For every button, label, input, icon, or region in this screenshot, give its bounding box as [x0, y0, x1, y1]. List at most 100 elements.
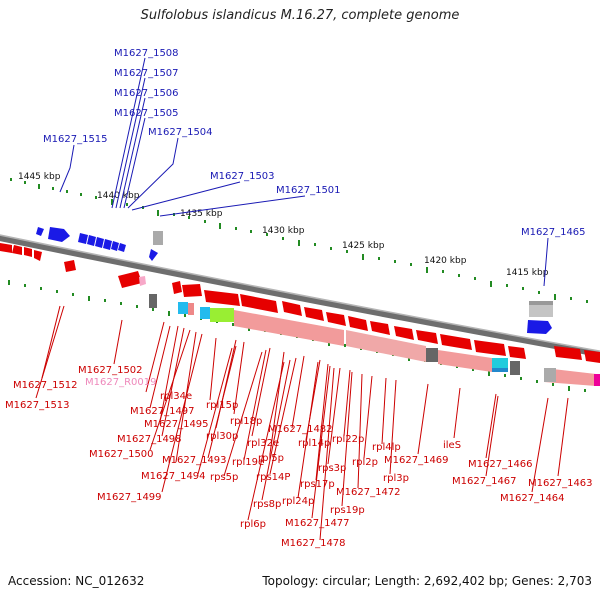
label-M1627_1465[interactable]: M1627_1465 — [521, 227, 586, 238]
label-rpl6p[interactable]: rpl6p — [240, 519, 266, 530]
label-rpl2p[interactable]: rpl2p — [352, 457, 378, 468]
gene-1513b[interactable] — [24, 247, 32, 257]
accession-label: Accession: NC_012632 — [8, 574, 145, 588]
label-rpl15p[interactable]: rpl15p — [206, 400, 238, 411]
reverse-strand-genes-left — [0, 243, 76, 272]
label-M1627_1495[interactable]: M1627_1495 — [144, 419, 209, 430]
label-M1627_1497[interactable]: M1627_1497 — [130, 406, 195, 417]
label-M1627_1467[interactable]: M1627_1467 — [452, 476, 517, 487]
gene-1497[interactable] — [182, 284, 202, 297]
gene-1502[interactable] — [118, 271, 142, 288]
gene-rpl2p[interactable] — [440, 334, 472, 350]
label-rps17p[interactable]: rps17p — [300, 479, 335, 490]
gene-1512c[interactable] — [64, 260, 76, 272]
label-rpl3p[interactable]: rpl3p — [383, 473, 409, 484]
label-M1627_1478[interactable]: M1627_1478 — [281, 538, 346, 549]
gene-1495[interactable] — [204, 290, 240, 306]
gene-1501[interactable] — [149, 249, 158, 261]
gene-rpl34e[interactable] — [172, 281, 182, 294]
label-M1627_1501[interactable]: M1627_1501 — [276, 185, 341, 196]
label-M1627_1494[interactable]: M1627_1494 — [141, 471, 206, 482]
feature-gray-1500 — [149, 294, 157, 308]
tick-label-1430: 1430 kbp — [262, 226, 305, 236]
label-M1627_1493[interactable]: M1627_1493 — [162, 455, 227, 466]
label-M1627_1506[interactable]: M1627_1506 — [114, 88, 179, 99]
gene-R0019[interactable] — [139, 276, 146, 286]
label-rpl5p[interactable]: rpl5p — [258, 453, 284, 464]
gene-rps17p[interactable] — [370, 321, 390, 335]
gene-1512[interactable] — [0, 243, 12, 253]
label-rpl14p[interactable]: rpl14p — [298, 438, 330, 449]
label-rpl18p[interactable]: rpl18p — [230, 416, 262, 427]
gene-1506[interactable] — [87, 235, 96, 246]
label-rps5p[interactable]: rps5p — [210, 472, 238, 483]
label-rpl4lp[interactable]: rpl4lp — [372, 442, 401, 453]
feature-magenta-far-right — [594, 374, 600, 386]
label-M1627_1482[interactable]: M1627_1482 — [268, 424, 333, 435]
gene-rps14P[interactable] — [326, 312, 346, 326]
label-M1627_1502[interactable]: M1627_1502 — [78, 365, 143, 376]
feature-salmon-1498 — [188, 303, 194, 315]
gene-rpl5p[interactable] — [304, 307, 324, 321]
label-rpl19e[interactable]: rpl19e — [232, 457, 264, 468]
gene-1501-gray — [153, 231, 163, 245]
label-M1627_1512[interactable]: M1627_1512 — [13, 380, 78, 391]
gene-rps3p[interactable] — [394, 326, 414, 340]
gene-1469[interactable] — [508, 346, 526, 359]
feature-gray-right — [510, 361, 520, 375]
label-M1627_1507[interactable]: M1627_1507 — [114, 68, 179, 79]
gene-1493[interactable] — [240, 294, 278, 313]
gene-rpl14p[interactable] — [348, 316, 368, 331]
genome-backbone-highlight — [0, 234, 600, 352]
label-M1627_1469[interactable]: M1627_1469 — [384, 455, 449, 466]
label-M1627_1477[interactable]: M1627_1477 — [285, 518, 350, 529]
label-M1627_1472[interactable]: M1627_1472 — [336, 487, 401, 498]
label-M1627_1505[interactable]: M1627_1505 — [114, 108, 179, 119]
gene-1465[interactable] — [527, 320, 552, 334]
gene-1507[interactable] — [78, 233, 88, 244]
label-rps3p[interactable]: rps3p — [318, 463, 346, 474]
gene-1466[interactable] — [554, 346, 582, 360]
label-M1627_1508[interactable]: M1627_1508 — [114, 48, 179, 59]
outer-tick-row — [10, 178, 588, 303]
gene-1515[interactable] — [36, 227, 44, 236]
label-M1627_1503[interactable]: M1627_1503 — [210, 171, 275, 182]
gene-rpl32e[interactable] — [282, 301, 302, 316]
gene-1463[interactable] — [584, 350, 600, 363]
label-M1627_1515[interactable]: M1627_1515 — [43, 134, 108, 145]
gene-1503[interactable] — [118, 243, 126, 252]
gene-1504b[interactable] — [111, 241, 119, 251]
label-ileS[interactable]: ileS — [443, 440, 461, 451]
feature-blue-right — [492, 368, 508, 372]
label-M1627_1498[interactable]: M1627_1498 — [117, 434, 182, 445]
label-rps19p[interactable]: rps19p — [330, 505, 365, 516]
gene-1504[interactable] — [103, 239, 112, 250]
label-M1627_1463[interactable]: M1627_1463 — [528, 478, 593, 489]
gene-1508[interactable] — [48, 227, 70, 242]
top-callout-lines — [59, 57, 549, 287]
label-M1627_1464[interactable]: M1627_1464 — [500, 493, 565, 504]
label-rps8p[interactable]: rps8p — [253, 499, 281, 510]
label-M1627_1466[interactable]: M1627_1466 — [468, 459, 533, 470]
gene-rpl4lp[interactable] — [474, 340, 506, 356]
label-M1627_1500[interactable]: M1627_1500 — [89, 449, 154, 460]
genome-summary-label: Topology: circular; Length: 2,692,402 bp… — [262, 574, 592, 588]
tick-label-1420: 1420 kbp — [424, 256, 467, 266]
label-rpl34e[interactable]: rpl34e — [160, 391, 192, 402]
label-rpl30p[interactable]: rpl30p — [206, 431, 238, 442]
label-rpl22p[interactable]: rpl22p — [332, 434, 364, 445]
gene-1512b[interactable] — [34, 250, 42, 261]
label-rpl24p[interactable]: rpl24p — [282, 496, 314, 507]
ribosomal-operon-row — [118, 271, 526, 359]
label-rps14P[interactable]: rps14P — [256, 472, 290, 483]
gene-1505[interactable] — [95, 237, 104, 248]
feature-pink-band-2 — [346, 330, 426, 362]
label-M1627_1504[interactable]: M1627_1504 — [148, 127, 213, 138]
label-M1627_1513[interactable]: M1627_1513 — [5, 400, 70, 411]
label-M1627_1499[interactable]: M1627_1499 — [97, 492, 162, 503]
gene-rpl22p[interactable] — [416, 330, 438, 344]
label-rpl32e[interactable]: rpl32e — [247, 438, 279, 449]
gene-1513[interactable] — [12, 245, 22, 255]
label-M1627_R0019[interactable]: M1627_R0019 — [85, 377, 156, 388]
